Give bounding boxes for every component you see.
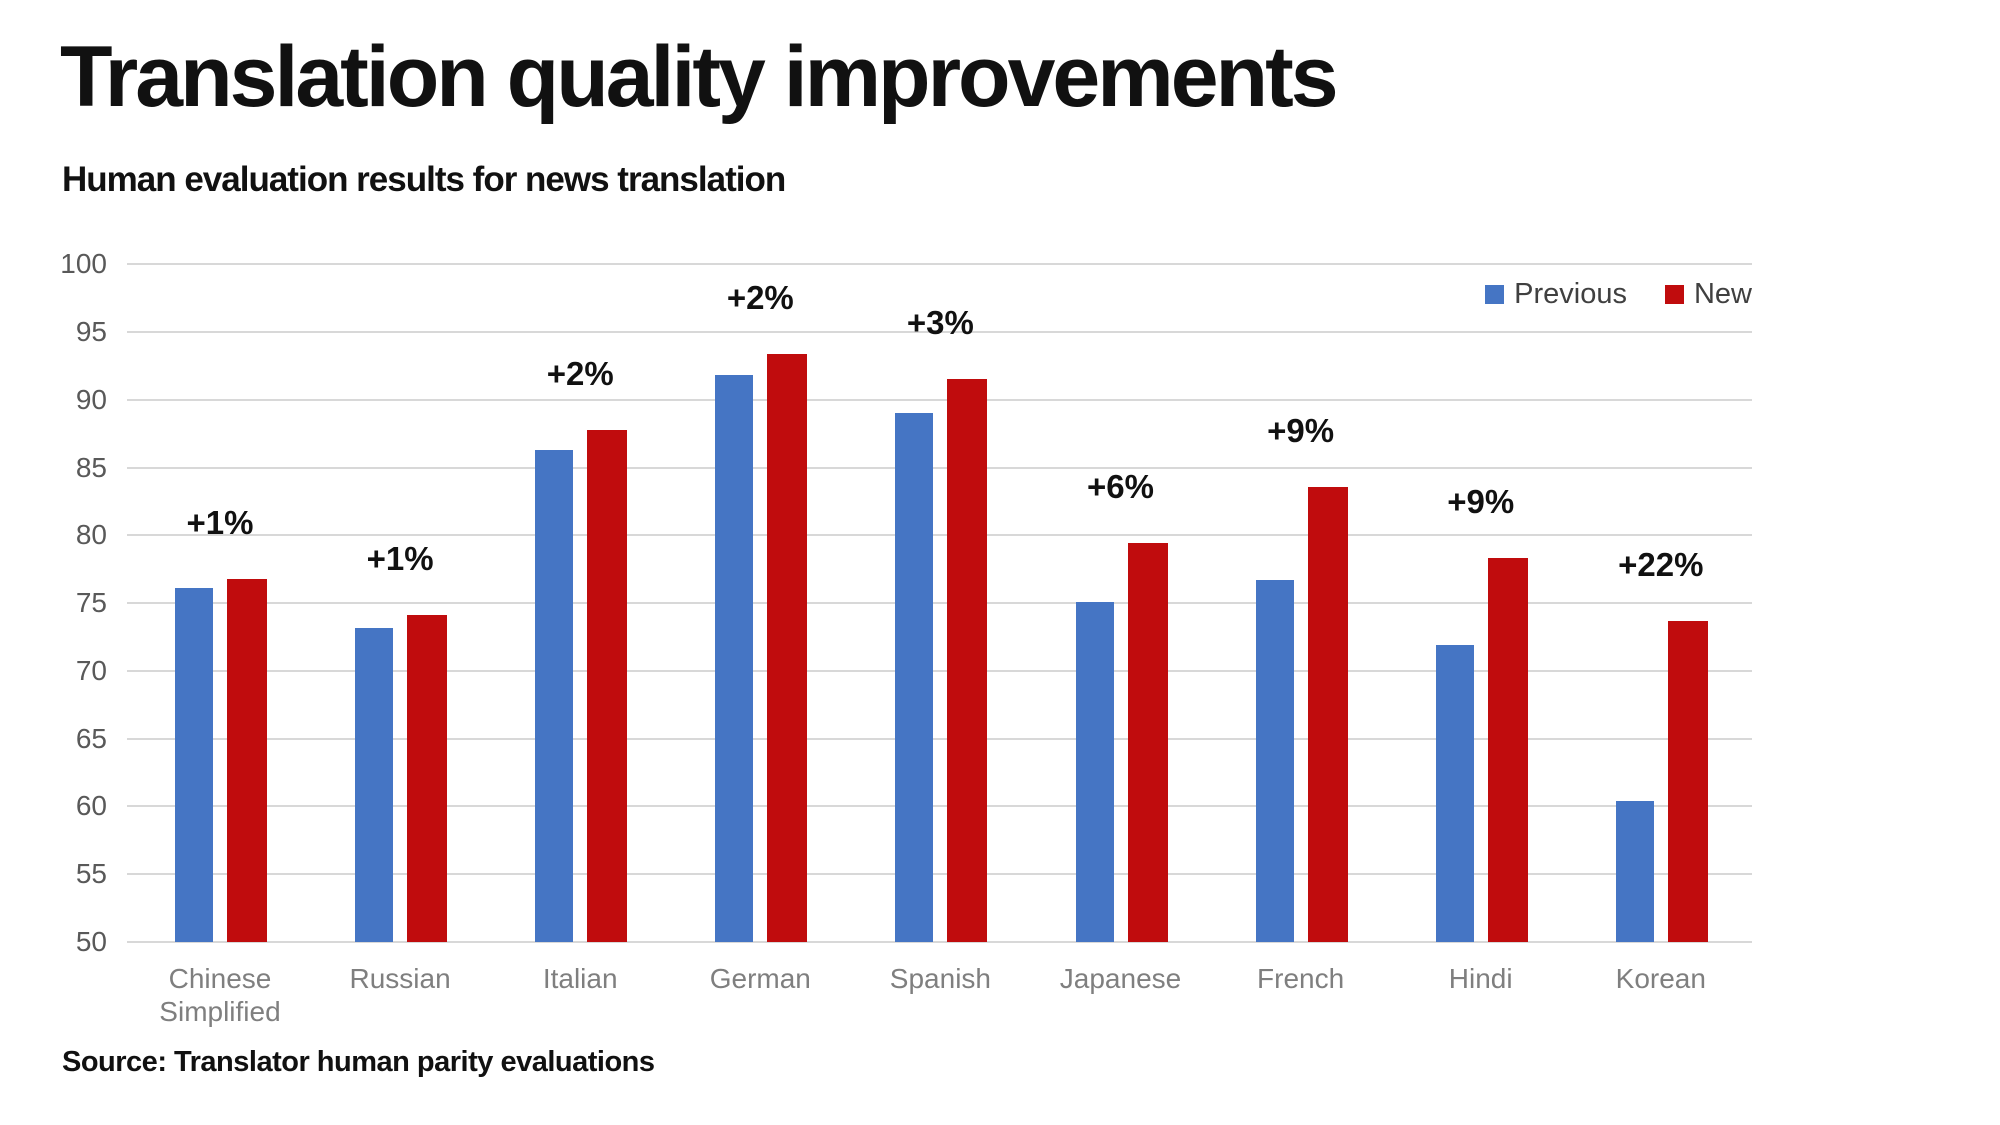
x-axis-label-japanese: Japanese — [1059, 963, 1182, 994]
chart-title: Translation quality improvements — [60, 29, 1339, 125]
bar-previous-spanish — [895, 413, 934, 942]
bar-new-italian — [587, 429, 628, 942]
improvement-label-hindi: +9% — [1447, 483, 1515, 521]
bar-previous-korean — [1615, 801, 1654, 942]
gridline-75 — [127, 602, 1752, 605]
y-axis-label-50: 50 — [75, 926, 107, 957]
gridline-50 — [127, 941, 1752, 943]
bar-previous-japanese — [1075, 601, 1114, 942]
improvement-label-japanese: +6% — [1087, 468, 1154, 506]
y-axis-label-90: 90 — [75, 383, 107, 415]
improvement-label-russian: +1% — [366, 540, 434, 578]
bar-previous-italian — [535, 449, 574, 942]
x-axis-label-italian: Italian — [542, 963, 618, 994]
bar-new-japanese — [1127, 543, 1168, 942]
bar-previous-chinese-simplified — [175, 588, 213, 942]
bar-new-hindi — [1487, 558, 1528, 942]
gridline-95 — [127, 330, 1752, 333]
improvement-label-italian: +2% — [546, 354, 614, 392]
previous-series-swatch-icon — [1485, 285, 1505, 304]
bar-previous-french — [1255, 580, 1294, 942]
bar-previous-german — [715, 375, 754, 942]
x-axis-label-russian: Russian — [349, 963, 451, 994]
gridline-100 — [127, 263, 1752, 266]
bar-new-french — [1307, 486, 1348, 942]
improvement-label-korean: +22% — [1618, 545, 1704, 583]
legend-label-previous: Previous — [1514, 278, 1627, 310]
x-axis-label-spanish: Spanish — [889, 963, 991, 994]
y-axis-label-100: 100 — [60, 248, 107, 280]
bar-new-russian — [407, 615, 448, 942]
source-note: Source: Translator human parity evaluati… — [62, 1046, 655, 1078]
gridline-65 — [127, 737, 1752, 740]
gridline-90 — [127, 398, 1752, 401]
bar-new-korean — [1667, 620, 1708, 942]
bar-previous-russian — [355, 627, 394, 942]
improvement-label-french: +9% — [1267, 411, 1335, 449]
x-axis-label-hindi: Hindi — [1448, 963, 1513, 994]
bar-new-chinese-simplified — [227, 578, 267, 942]
y-axis-label-70: 70 — [75, 654, 107, 686]
gridline-85 — [127, 466, 1752, 469]
y-axis-label-80: 80 — [75, 519, 107, 551]
improvement-label-german: +2% — [726, 278, 794, 316]
y-axis-label-75: 75 — [75, 587, 107, 619]
bar-previous-hindi — [1435, 645, 1474, 942]
x-axis-label-german: German — [709, 963, 811, 994]
x-axis-label-korean: Korean — [1615, 963, 1706, 994]
gridline-80 — [127, 534, 1752, 537]
legend-label-new: New — [1693, 278, 1752, 310]
y-axis-label-55: 55 — [75, 858, 107, 890]
y-axis-label-65: 65 — [75, 722, 107, 754]
x-axis-label-chinese-simplified: Chinese Simplified — [159, 963, 281, 1027]
gridline-70 — [127, 669, 1752, 672]
new-series-swatch-icon — [1664, 285, 1684, 304]
y-axis-label-60: 60 — [75, 790, 107, 822]
y-axis-label-85: 85 — [75, 451, 107, 483]
bar-new-spanish — [947, 379, 988, 942]
improvement-label-spanish: +3% — [906, 304, 974, 342]
legend-item-previous: Previous — [1485, 278, 1627, 311]
chart-subtitle: Human evaluation results for news transl… — [62, 160, 786, 199]
y-axis-label-95: 95 — [75, 315, 107, 347]
gridline-55 — [127, 873, 1752, 876]
legend-item-new: New — [1664, 278, 1752, 311]
x-axis-label-french: French — [1257, 963, 1345, 994]
legend: Previous New — [1485, 278, 1752, 311]
improvement-label-chinese-simplified: +1% — [186, 503, 254, 541]
gridline-60 — [127, 805, 1752, 808]
bar-new-german — [767, 353, 808, 942]
